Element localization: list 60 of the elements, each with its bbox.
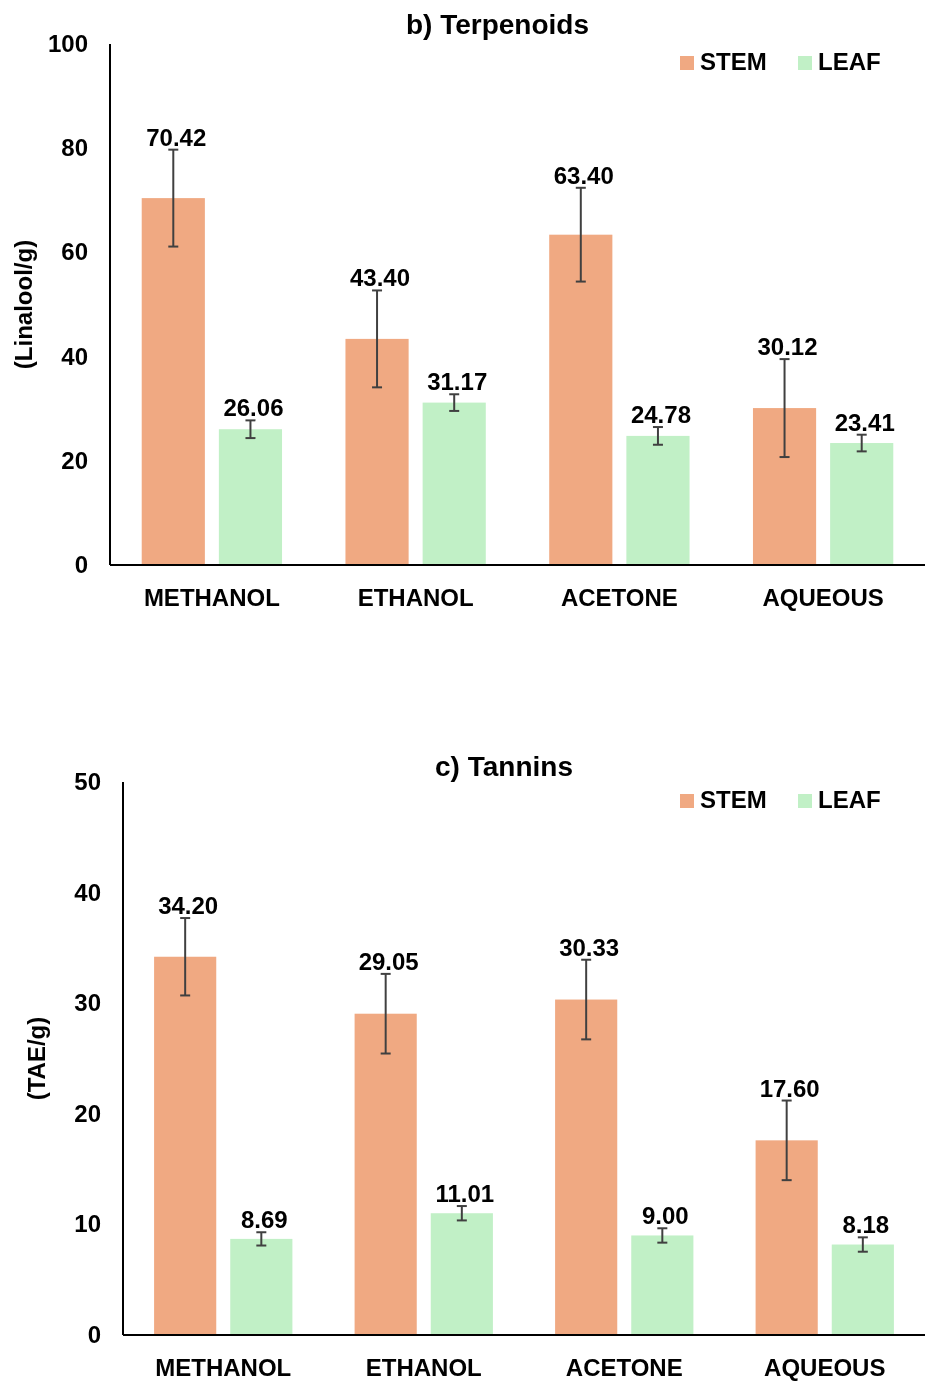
bar (549, 234, 613, 565)
y-tick-label: 80 (61, 134, 88, 162)
legend-label: STEM (700, 786, 767, 813)
bar (831, 1244, 894, 1335)
y-tick-label: 0 (74, 551, 88, 578)
bar (230, 1238, 293, 1335)
y-tick-label: 40 (74, 878, 101, 906)
data-label: 8.18 (842, 1211, 890, 1239)
x-tick-label: ETHANOL (365, 1354, 482, 1381)
x-tick-label: METHANOL (155, 1354, 292, 1381)
y-axis-title: (TAE/g) (23, 1016, 50, 1101)
data-label: 30.33 (559, 933, 620, 961)
chart-title: b) Terpenoids (405, 9, 590, 40)
y-tick-label: 50 (74, 768, 101, 795)
x-tick-label: ACETONE (565, 1354, 683, 1381)
x-tick-label: METHANOL (143, 584, 280, 611)
bar (626, 435, 690, 565)
x-tick-label: ETHANOL (357, 584, 474, 611)
data-label: 29.05 (358, 947, 419, 975)
data-label: 17.60 (759, 1074, 820, 1102)
bar (631, 1235, 694, 1335)
bar (555, 999, 618, 1335)
bar (354, 1013, 417, 1335)
data-label: 30.12 (757, 333, 818, 361)
bar (755, 1140, 818, 1335)
data-label: 11.01 (435, 1180, 495, 1208)
y-tick-label: 10 (74, 1210, 101, 1238)
chart-title: c) Tannins (435, 751, 573, 782)
y-tick-label: 60 (61, 238, 88, 266)
legend-label: LEAF (818, 786, 881, 813)
bar (430, 1213, 493, 1335)
data-label: 23.41 (834, 408, 895, 436)
x-tick-label: AQUEOUS (764, 1354, 886, 1381)
y-axis-title: (Linalool/g) (10, 239, 37, 370)
bar (422, 402, 486, 565)
y-tick-label: 0 (87, 1321, 101, 1348)
y-tick-label: 30 (74, 989, 101, 1017)
data-label: 63.40 (553, 161, 614, 189)
legend-label: STEM (700, 48, 767, 75)
x-tick-label: ACETONE (560, 584, 678, 611)
data-label: 31.17 (427, 368, 488, 396)
bar (154, 956, 217, 1335)
data-label: 8.69 (240, 1206, 288, 1234)
data-label: 43.40 (350, 264, 411, 292)
bar (345, 338, 409, 565)
data-label: 34.20 (158, 892, 219, 920)
bar (218, 429, 283, 565)
y-tick-label: 100 (47, 30, 88, 57)
bar (752, 408, 817, 565)
y-tick-label: 40 (61, 342, 88, 370)
x-tick-label: AQUEOUS (762, 584, 884, 611)
legend-label: LEAF (818, 48, 881, 75)
data-label: 24.78 (630, 401, 691, 429)
y-tick-label: 20 (74, 1099, 101, 1127)
data-label: 9.00 (641, 1202, 689, 1230)
data-label: 26.06 (223, 394, 284, 422)
y-tick-label: 20 (61, 446, 88, 474)
bar (141, 198, 205, 565)
data-label: 70.42 (146, 123, 207, 151)
bar (830, 443, 894, 565)
